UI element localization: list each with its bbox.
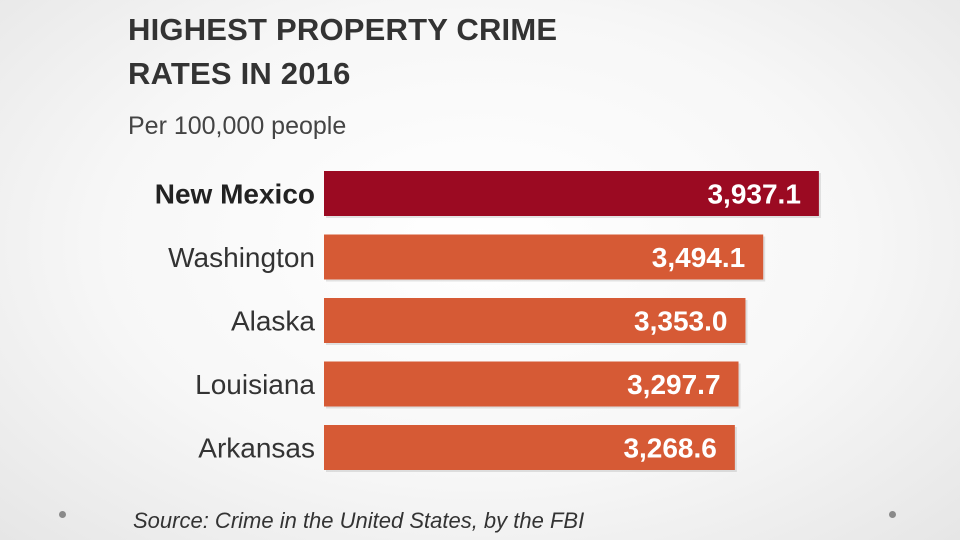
chart-title: HIGHEST PROPERTY CRIME RATES IN 2016 <box>128 12 558 91</box>
bar-alaska <box>324 298 746 343</box>
right-bullet-dot <box>889 511 896 518</box>
bar-louisiana <box>324 361 739 407</box>
category-label: Louisiana <box>195 369 315 400</box>
bar-washington <box>324 234 764 280</box>
data-label: 3,494.1 <box>652 242 745 273</box>
chart-subtitle: Per 100,000 people <box>128 112 347 140</box>
data-label: 3,353.0 <box>634 306 727 337</box>
category-label: Washington <box>168 242 315 273</box>
bar-new-mexico <box>324 171 819 216</box>
category-label: Alaska <box>231 306 315 337</box>
category-label: Arkansas <box>198 433 315 464</box>
source-note: Source: Crime in the United States, by t… <box>133 508 585 533</box>
data-label: 3,297.7 <box>627 369 720 400</box>
data-label: 3,937.1 <box>707 179 800 210</box>
data-label: 3,268.6 <box>623 433 716 464</box>
left-bullet-dot <box>59 511 66 518</box>
bar-arkansas <box>324 425 735 470</box>
bars-layer: New Mexico 3,937.1 Washington 3,494.1 Alaska… <box>155 171 821 472</box>
category-label: New Mexico <box>155 179 315 210</box>
